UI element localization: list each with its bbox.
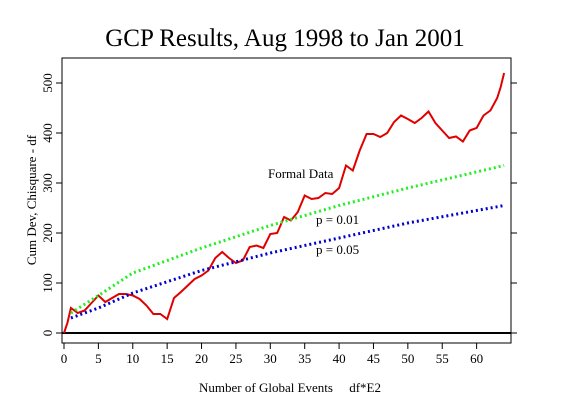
- x-tick-label: 60: [470, 351, 483, 366]
- x-tick-label: 0: [61, 351, 68, 366]
- series-label: Formal Data: [268, 166, 334, 181]
- x-tick-label: 15: [161, 351, 174, 366]
- x-tick-label: 30: [264, 351, 277, 366]
- x-tick-label: 5: [95, 351, 102, 366]
- x-tick-label: 10: [126, 351, 139, 366]
- chart-title: GCP Results, Aug 1998 to Jan 2001: [105, 25, 465, 52]
- plot-frame: [61, 57, 512, 344]
- y-tick-label: 400: [40, 123, 55, 143]
- y-tick-label: 200: [40, 223, 55, 243]
- series-label: p = 0.05: [316, 242, 359, 257]
- x-tick-label: 35: [298, 351, 311, 366]
- y-tick-label: 100: [40, 273, 55, 293]
- x-tick-label: 50: [401, 351, 414, 366]
- series-line: [63, 72, 506, 334]
- x-tick-label: 55: [436, 351, 449, 366]
- y-tick-label: 0: [40, 330, 55, 337]
- series-line: [70, 204, 505, 320]
- y-axis-label: Cum Dev, Chisquare - df: [24, 134, 39, 265]
- x-axis-label: Number of Global Events df*E2: [199, 380, 381, 395]
- x-tick-label: 40: [333, 351, 346, 366]
- x-tick-label: 20: [195, 351, 208, 366]
- series-label: p = 0.01: [316, 212, 359, 227]
- x-tick-label: 45: [367, 351, 380, 366]
- y-tick-label: 300: [40, 173, 55, 193]
- y-tick-label: 500: [40, 73, 55, 93]
- x-tick-label: 25: [229, 351, 242, 366]
